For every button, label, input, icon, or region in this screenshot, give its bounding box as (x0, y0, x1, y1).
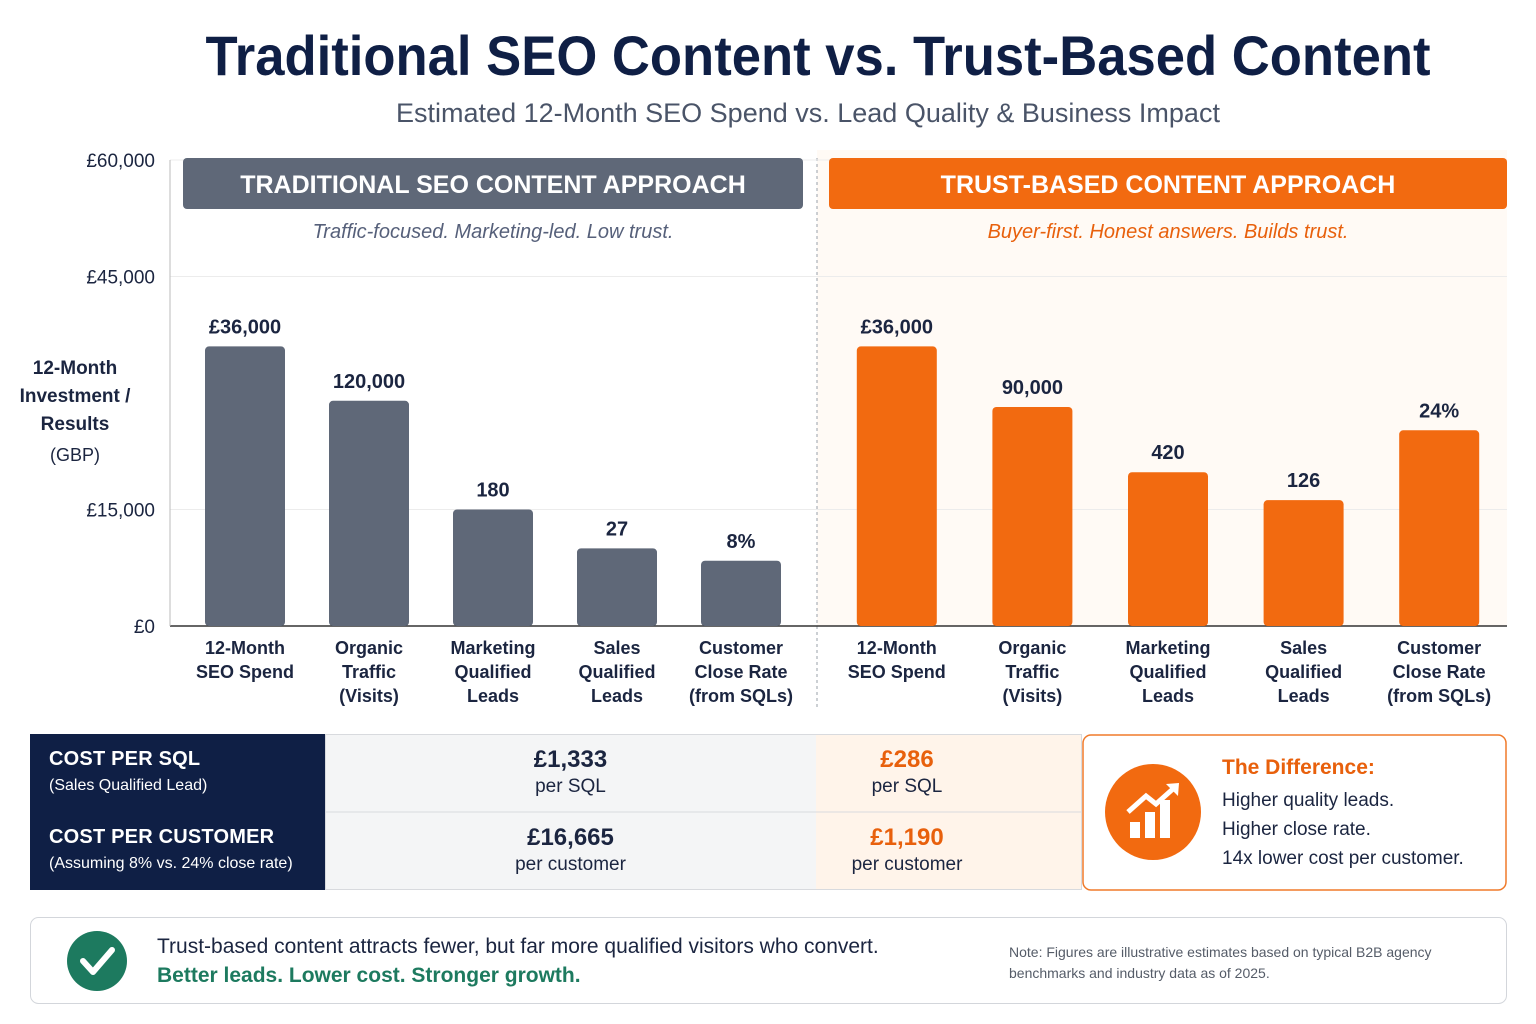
y-tick-label: £15,000 (86, 501, 155, 522)
panel-subtitle: Traffic-focused. Marketing-led. Low trus… (313, 221, 674, 243)
cell-value: £16,665 (527, 824, 614, 851)
cell-unit: per SQL (871, 776, 943, 797)
footer-text: Trust-based content attracts fewer, but … (157, 935, 879, 958)
bar (856, 346, 937, 626)
row-note: (Assuming 8% vs. 24% close rate) (49, 855, 293, 872)
page-title: Traditional SEO Content vs. Trust-Based … (206, 24, 1431, 87)
y-tick-label: £45,000 (86, 268, 155, 289)
bar-label: 120,000 (333, 371, 405, 393)
cell-unit: per SQL (535, 776, 606, 797)
x-tick-label: Sales Qualified Leads (578, 638, 656, 706)
row-header: COST PER SQL (Sales Qualified Lead) (30, 734, 325, 812)
table-cell: £1,333 per SQL (325, 734, 816, 812)
x-tick-label: Sales Qualified Leads (1265, 638, 1343, 706)
check-mark (80, 947, 115, 975)
cell-value: £1,190 (870, 824, 944, 851)
footer-highlight: Better leads. Lower cost. Stronger growt… (157, 964, 581, 987)
bar (1263, 500, 1344, 626)
bar (1399, 430, 1480, 626)
x-tick-label: Organic Traffic (Visits) (998, 638, 1067, 706)
panel-title: TRUST-BASED CONTENT APPROACH (941, 171, 1396, 199)
table-border (325, 734, 1082, 890)
row-label: COST PER CUSTOMER (49, 826, 275, 848)
panel-subtitle: Buyer-first. Honest answers. Builds trus… (988, 221, 1349, 243)
bar (329, 400, 409, 626)
cell-value: £1,333 (533, 746, 608, 773)
x-tick-label: Marketing Qualified Leads (1125, 638, 1211, 706)
bar-label: £36,000 (861, 316, 933, 338)
bar-label: £36,000 (209, 316, 281, 338)
bar-label: 90,000 (1002, 377, 1063, 399)
bar-label: 27 (606, 518, 628, 540)
x-tick-label: Marketing Qualified Leads (450, 638, 536, 706)
bar (453, 509, 533, 626)
table-cell: £16,665 per customer (325, 812, 816, 890)
bar-label: 126 (1287, 470, 1320, 492)
row-label: COST PER SQL (49, 748, 201, 770)
row-header: COST PER CUSTOMER (Assuming 8% vs. 24% cl… (30, 812, 325, 890)
bar-label: 420 (1151, 442, 1184, 464)
bar-label: 180 (476, 480, 509, 502)
row-note: (Sales Qualified Lead) (49, 777, 208, 794)
panel-header (829, 158, 1507, 209)
y-axis-label: 12-Month Investment / Results (19, 358, 131, 435)
y-tick-label: £60,000 (86, 151, 155, 172)
cell-unit: per customer (851, 854, 963, 875)
bar-label: 8% (727, 531, 756, 553)
difference-line: Higher quality leads. (1222, 790, 1394, 811)
difference-box (1082, 734, 1507, 891)
bar (205, 346, 285, 626)
cell-unit: per customer (515, 854, 626, 875)
difference-line: Higher close rate. (1222, 819, 1371, 840)
cell-value: £286 (880, 746, 934, 773)
x-tick-label: 12-Month SEO Spend (847, 638, 946, 682)
check-icon (67, 931, 127, 991)
bar-label: 24% (1419, 400, 1459, 422)
growth-icon (1126, 783, 1179, 838)
bar (992, 406, 1073, 626)
footer-box (30, 917, 1507, 1004)
x-tick-label: Customer Close Rate (from SQLs) (1387, 638, 1492, 706)
panel-header (183, 158, 803, 209)
table-cell: £286 per SQL (816, 734, 998, 812)
y-tick-label: £0 (134, 617, 155, 638)
footer-note: Note: Figures are illustrative estimates… (1009, 944, 1432, 981)
x-tick-label: Customer Close Rate (from SQLs) (688, 638, 793, 706)
table-cell: £1,190 per customer (816, 812, 998, 890)
bar (577, 548, 657, 626)
bar (701, 560, 781, 626)
panel-title: TRADITIONAL SEO CONTENT APPROACH (240, 171, 746, 199)
bar (1128, 472, 1208, 626)
difference-title: The Difference: (1222, 756, 1375, 779)
page-subtitle: Estimated 12-Month SEO Spend vs. Lead Qu… (396, 98, 1220, 128)
y-axis-unit: (GBP) (49, 445, 100, 465)
difference-line: 14x lower cost per customer. (1222, 848, 1464, 869)
x-tick-label: 12-Month SEO Spend (195, 638, 294, 682)
x-tick-label: Organic Traffic (Visits) (334, 638, 404, 706)
